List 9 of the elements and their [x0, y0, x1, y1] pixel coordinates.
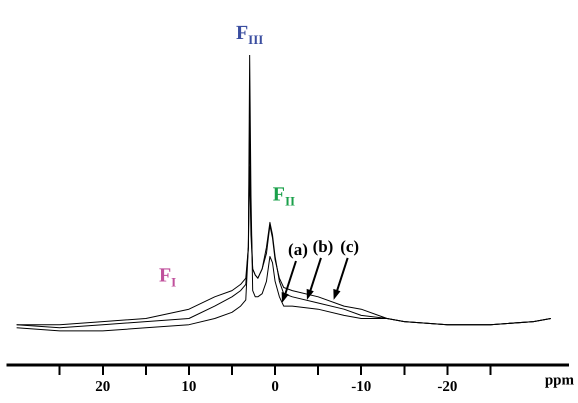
x-tick-label: -10	[351, 378, 372, 395]
annotation: (c)	[340, 236, 360, 256]
x-tick-label: 0	[271, 378, 279, 395]
annotation: (b)	[312, 236, 334, 256]
x-tick-label: 10	[181, 378, 196, 395]
x-axis-title: ppm	[544, 372, 574, 388]
x-tick-label: -20	[437, 378, 458, 395]
x-tick-label: 20	[95, 378, 110, 395]
annotation: (a)	[288, 240, 308, 259]
